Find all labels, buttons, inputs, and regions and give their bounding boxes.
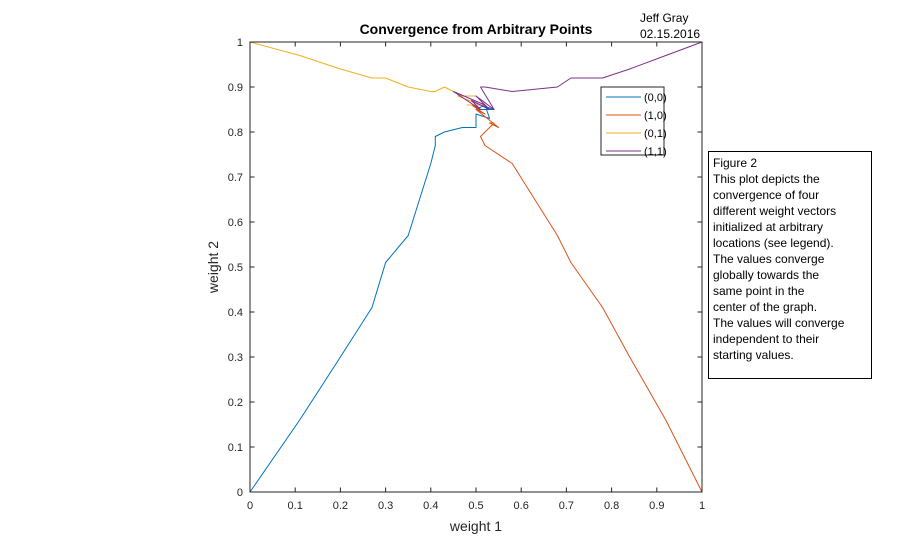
note-line: The values converge	[713, 252, 825, 266]
y-axis-label: weight 2	[205, 241, 221, 294]
series-line-3	[249, 41, 486, 106]
note-line: independent to their	[713, 332, 820, 346]
note-line: same point in the	[713, 284, 805, 298]
y-tick-label: 0.6	[228, 217, 243, 229]
legend-box	[600, 86, 665, 156]
y-tick-label: 0.8	[228, 127, 243, 139]
y-tick-label: 0.1	[228, 442, 243, 454]
figure-note-box: Figure 2 This plot depicts the convergence…	[708, 151, 872, 379]
note-line: different weight vectors	[713, 204, 837, 218]
x-tick-label: 0.6	[514, 500, 529, 512]
note-line: convergence of four	[713, 188, 820, 202]
x-tick-label: 0.4	[423, 500, 438, 512]
x-tick-label: 0.7	[559, 500, 574, 512]
plot-series-group	[249, 41, 703, 493]
x-tick-label: 0.9	[649, 500, 664, 512]
x-axis-label: weight 1	[449, 518, 502, 534]
axis-ticks-group: 0 0.1 0.2 0.3 0.4 0.5 0.6 0.7 0.8 0.9 1 0 0.1 0.2 0.3 0…	[228, 37, 705, 512]
x-tick-label: 0.5	[468, 500, 483, 512]
note-line: center of the graph.	[713, 300, 818, 314]
series-line-2	[471, 104, 703, 493]
x-tick-label: 0.1	[288, 500, 303, 512]
legend: (0,0) (1,0) (0,1) (1,1)	[600, 86, 667, 158]
legend-entry-label: (1,1)	[644, 146, 667, 158]
legend-entry-label: (1,0)	[644, 110, 667, 122]
chart-title: Convergence from Arbitrary Points	[359, 21, 593, 37]
note-line: Figure 2	[713, 156, 758, 170]
y-tick-label: 0	[237, 487, 243, 499]
y-tick-label: 1	[237, 37, 243, 49]
y-tick-label: 0.2	[228, 397, 243, 409]
x-tick-label: 1	[699, 500, 705, 512]
legend-entry-label: (0,0)	[644, 92, 667, 104]
x-tick-label: 0.8	[604, 500, 619, 512]
note-line: starting values.	[713, 348, 794, 362]
note-line: locations (see legend).	[713, 236, 834, 250]
y-tick-label: 0.3	[228, 352, 243, 364]
note-line: initialized at arbitrary	[713, 220, 824, 234]
legend-entry-label: (0,1)	[644, 128, 667, 140]
note-line: This plot depicts the	[713, 172, 820, 186]
note-line: The values will converge	[713, 316, 845, 330]
series-line-4	[452, 41, 703, 110]
x-tick-label: 0.3	[378, 500, 393, 512]
author-date: 02.15.2016	[640, 27, 701, 41]
y-tick-label: 0.4	[228, 307, 243, 319]
y-tick-label: 0.9	[228, 82, 243, 94]
x-tick-label: 0	[247, 500, 253, 512]
series-line-1	[249, 104, 495, 493]
author-stamp: Jeff Gray 02.15.2016	[640, 10, 700, 42]
y-tick-label: 0.5	[228, 262, 243, 274]
y-tick-label: 0.7	[228, 172, 243, 184]
x-tick-label: 0.2	[333, 500, 348, 512]
note-line: globally towards the	[713, 268, 820, 282]
author-name: Jeff Gray	[640, 11, 689, 25]
